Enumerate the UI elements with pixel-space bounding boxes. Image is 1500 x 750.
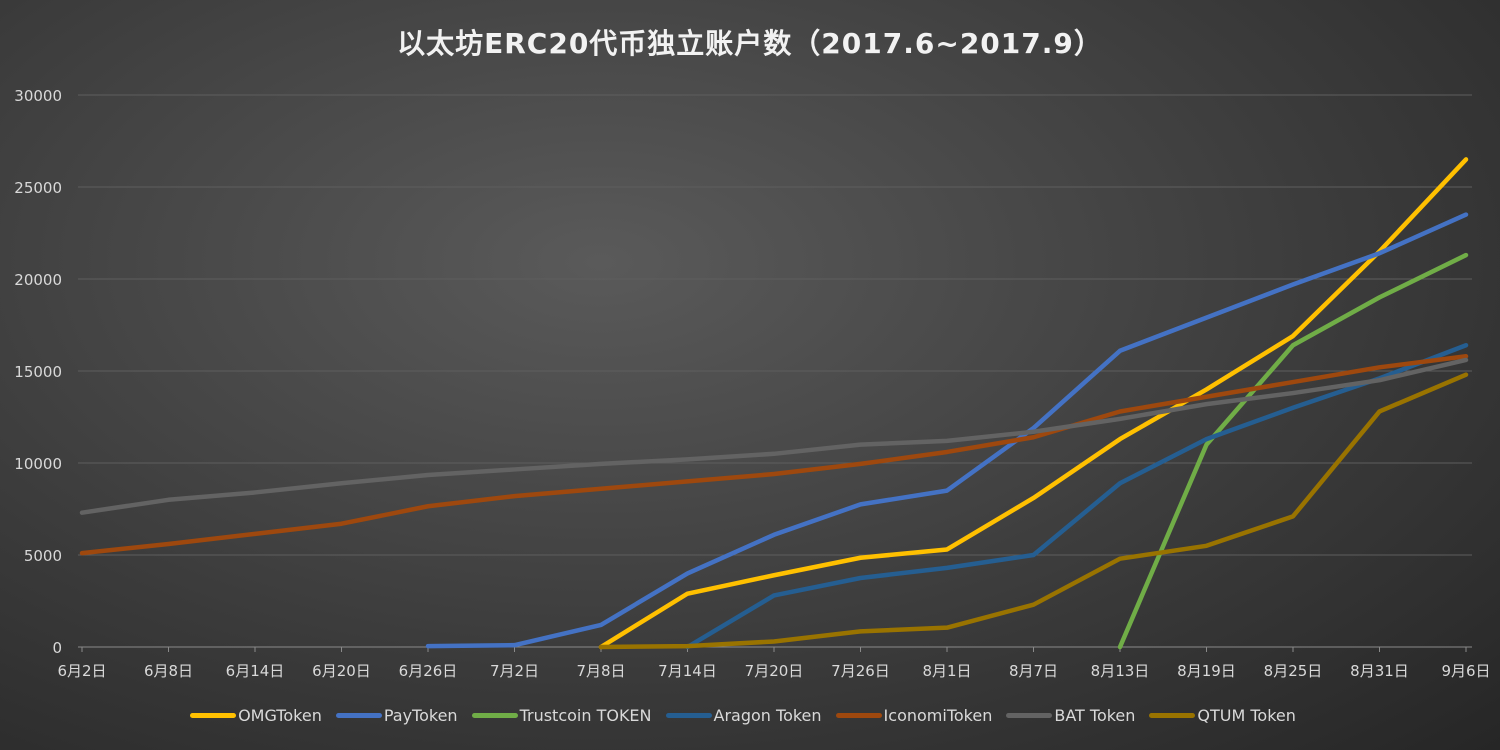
y-tick-label: 15000 (14, 363, 62, 381)
y-tick-label: 20000 (14, 271, 62, 289)
y-tick-label: 5000 (24, 547, 62, 565)
legend-swatch (835, 713, 882, 718)
legend-label: Trustcoin TOKEN (519, 706, 652, 725)
series-line-iconomitoken (79, 354, 1469, 556)
x-tick-label: 6月20日 (312, 662, 371, 680)
legend-label: IconomiToken (883, 706, 993, 725)
series-line-qtum-token (598, 372, 1469, 650)
series-line-trustcoin-token (1117, 252, 1469, 650)
x-tick-label: 7月20日 (745, 662, 804, 680)
legend-label: Aragon Token (713, 706, 822, 725)
legend-label: PayToken (383, 706, 458, 725)
line-chart: 0 5000 10000 15000 20000 25000 30000 6月2日 6月8日 6月… (14, 87, 1490, 680)
x-tick-label: 7月2日 (490, 662, 539, 680)
x-tick-label: 6月8日 (144, 662, 193, 680)
legend-item: Aragon Token (665, 706, 822, 725)
x-tick-label: 7月26日 (831, 662, 890, 680)
legend-label: QTUM Token (1197, 706, 1296, 725)
y-tick-label: 10000 (14, 455, 62, 473)
x-tick-label: 6月14日 (226, 662, 285, 680)
legend-swatch (335, 713, 382, 718)
x-tick-label: 9月6日 (1441, 662, 1490, 680)
legend-swatch (190, 713, 237, 718)
legend-label: BAT Token (1054, 706, 1136, 725)
legend-item: BAT Token (1006, 706, 1135, 725)
x-tick-label: 8月7日 (1009, 662, 1058, 680)
x-tick-label: 6月2日 (57, 662, 106, 680)
y-tick-label: 0 (52, 639, 62, 657)
x-tick-label: 6月26日 (399, 662, 458, 680)
legend-item: PayToken (335, 706, 458, 725)
x-tick-label: 8月19日 (1177, 662, 1236, 680)
legend: OMGToken PayToken Trustcoin TOKEN Aragon To… (0, 706, 1500, 725)
series-line-aragon-token (685, 342, 1469, 650)
series-line-paytoken (425, 212, 1469, 649)
x-tick-label: 8月1日 (922, 662, 971, 680)
x-tick-label: 7月14日 (658, 662, 717, 680)
legend-swatch (1149, 713, 1196, 718)
y-tick-label: 30000 (14, 87, 62, 105)
chart-title: 以太坊ERC20代币独立账户数（2017.6~2017.9） (397, 27, 1103, 60)
legend-swatch (1006, 713, 1053, 718)
legend-item: QTUM Token (1149, 706, 1296, 725)
legend-swatch (471, 713, 518, 718)
legend-swatch (665, 713, 712, 718)
y-tick-label: 25000 (14, 179, 62, 197)
legend-item: Trustcoin TOKEN (471, 706, 652, 725)
x-tick-label: 8月25日 (1264, 662, 1323, 680)
x-tick-label: 8月31日 (1350, 662, 1409, 680)
x-tick-label: 7月8日 (576, 662, 625, 680)
legend-label: OMGToken (238, 706, 322, 725)
series-line-omgtoken (598, 157, 1469, 650)
legend-item: OMGToken (190, 706, 322, 725)
x-tick-label: 8月13日 (1091, 662, 1150, 680)
legend-item: IconomiToken (835, 706, 993, 725)
series-line-bat-token (79, 357, 1469, 515)
